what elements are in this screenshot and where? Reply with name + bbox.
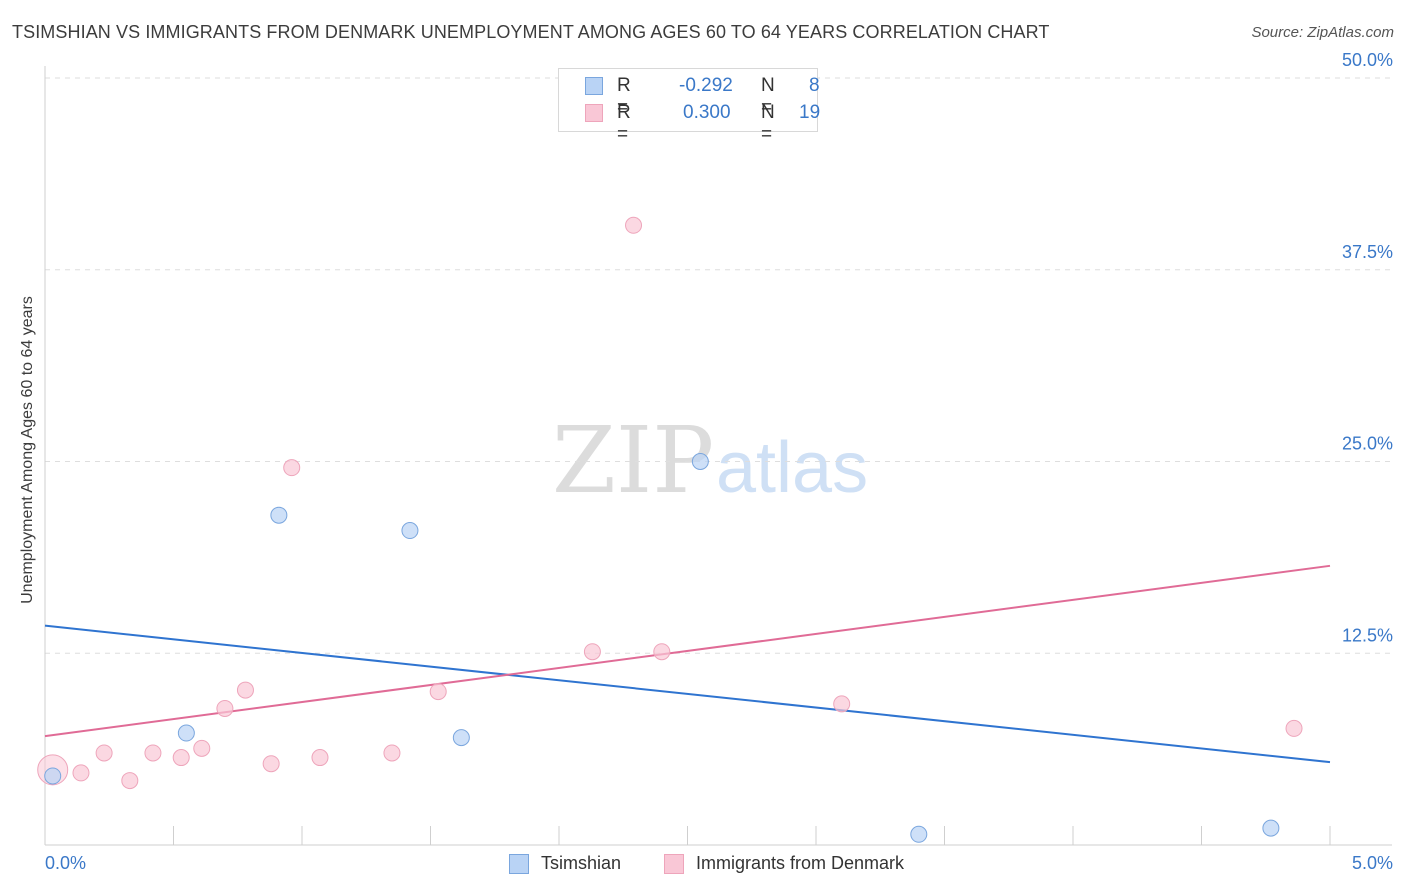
- data-point: [910, 825, 928, 843]
- grid: [45, 77, 1392, 654]
- axes: [44, 66, 1392, 846]
- legend-label: Immigrants from Denmark: [696, 853, 905, 873]
- trend-line: [44, 564, 1331, 738]
- legend-label: Tsimshian: [541, 853, 622, 873]
- data-point: [653, 643, 671, 661]
- x-tick-label: 5.0%: [1352, 853, 1393, 873]
- trend-lines: [44, 564, 1331, 764]
- trend-line: [44, 624, 1331, 764]
- data-point: [216, 699, 234, 717]
- data-point: [95, 744, 113, 762]
- legend-swatch-pink: [664, 854, 684, 874]
- watermark: ZIP atlas: [552, 407, 868, 514]
- y-tick-label: 37.5%: [1342, 242, 1393, 262]
- data-point: [270, 506, 288, 524]
- correlation-legend: R = -0.292 N = 8 R = 0.300 N = 19: [558, 68, 821, 145]
- legend-r-value: 0.300: [683, 102, 731, 123]
- data-point: [625, 216, 643, 234]
- data-point: [1285, 719, 1303, 737]
- data-point: [583, 643, 601, 661]
- x-tick-label: 0.0%: [45, 853, 86, 873]
- source-credit: Source: ZipAtlas.com: [1251, 24, 1394, 41]
- legend-n-label: N =: [761, 75, 775, 118]
- legend-r-label: R =: [617, 102, 631, 145]
- watermark-zip: ZIP: [552, 407, 714, 514]
- series-legend: Tsimshian Immigrants from Denmark: [0, 852, 1406, 878]
- data-point: [401, 522, 419, 540]
- data-point: [383, 744, 401, 762]
- data-point: [283, 459, 301, 477]
- y-tick-label: 50.0%: [1342, 50, 1393, 70]
- data-point: [144, 744, 162, 762]
- legend-swatch-blue: [509, 854, 529, 874]
- data-point: [262, 755, 280, 773]
- data-point: [311, 749, 329, 767]
- data-point: [193, 739, 211, 757]
- data-point: [236, 681, 254, 699]
- legend-n-value: 8: [809, 75, 820, 96]
- data-point: [172, 749, 190, 767]
- legend-n-value: 19: [799, 102, 821, 123]
- data-point: [72, 764, 90, 782]
- data-point: [1262, 819, 1280, 837]
- tick-labels: 12.5% 25.0% 37.5% 50.0% 0.0% 5.0%: [45, 50, 1393, 873]
- legend-n-label: N =: [761, 102, 775, 145]
- data-point: [121, 772, 139, 790]
- y-tick-label: 25.0%: [1342, 434, 1393, 454]
- chart-title: TSIMSHIAN VS IMMIGRANTS FROM DENMARK UNE…: [12, 22, 1050, 42]
- legend-swatch-pink: [585, 104, 603, 122]
- legend-r-value: -0.292: [679, 75, 733, 96]
- legend-r-label: R =: [617, 75, 631, 118]
- data-point: [44, 767, 62, 785]
- data-point: [177, 724, 195, 742]
- data-point: [691, 453, 709, 470]
- watermark-atlas: atlas: [716, 428, 868, 508]
- data-point: [429, 683, 447, 701]
- y-tick-label: 12.5%: [1342, 625, 1393, 645]
- legend-swatch-blue: [585, 77, 603, 95]
- data-points: [37, 216, 1303, 843]
- y-axis-label: Unemployment Among Ages 60 to 64 years: [19, 296, 36, 604]
- data-point: [833, 695, 851, 713]
- y-axis-label-container: Unemployment Among Ages 60 to 64 years: [16, 70, 40, 830]
- data-point: [452, 729, 470, 747]
